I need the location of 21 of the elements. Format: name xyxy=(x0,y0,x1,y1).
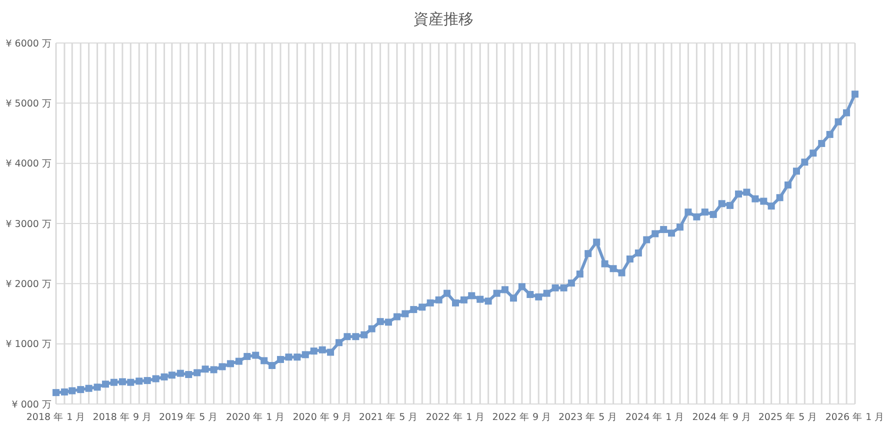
y-tick-label: ¥ 3000 万 xyxy=(6,218,52,230)
x-tick-label: 2022 年 1 月 xyxy=(426,411,486,423)
x-tick-label: 2026 年 1 月 xyxy=(825,411,885,423)
y-tick-label: ¥ 1000 万 xyxy=(6,339,52,350)
y-tick-label: ¥ 6000 万 xyxy=(6,38,52,50)
x-tick-label: 2018 年 1 月 xyxy=(26,411,86,423)
y-tick-label: ¥ 5000 万 xyxy=(6,98,52,110)
x-tick-label: 2020 年 9 月 xyxy=(292,411,352,423)
y-tick-label: ¥ 2000 万 xyxy=(6,278,52,290)
y-tick-label: ¥ 000 万 xyxy=(12,399,52,410)
x-tick-label: 2021 年 5 月 xyxy=(358,411,418,423)
x-tick-label: 2023 年 5 月 xyxy=(558,411,618,423)
x-tick-label: 2020 年 1 月 xyxy=(226,411,286,423)
x-tick-label: 2022 年 9 月 xyxy=(492,411,552,423)
chart-title: 資産推移 xyxy=(414,10,474,28)
x-tick-label: 2019 年 5 月 xyxy=(158,411,218,423)
x-tick-label: 2025 年 5 月 xyxy=(758,411,818,423)
x-tick-label: 2024 年 9 月 xyxy=(692,411,752,423)
x-tick-label: 2024 年 1 月 xyxy=(625,411,685,423)
y-tick-label: ¥ 4000 万 xyxy=(6,158,52,170)
x-tick-label: 2018 年 9 月 xyxy=(92,411,152,423)
